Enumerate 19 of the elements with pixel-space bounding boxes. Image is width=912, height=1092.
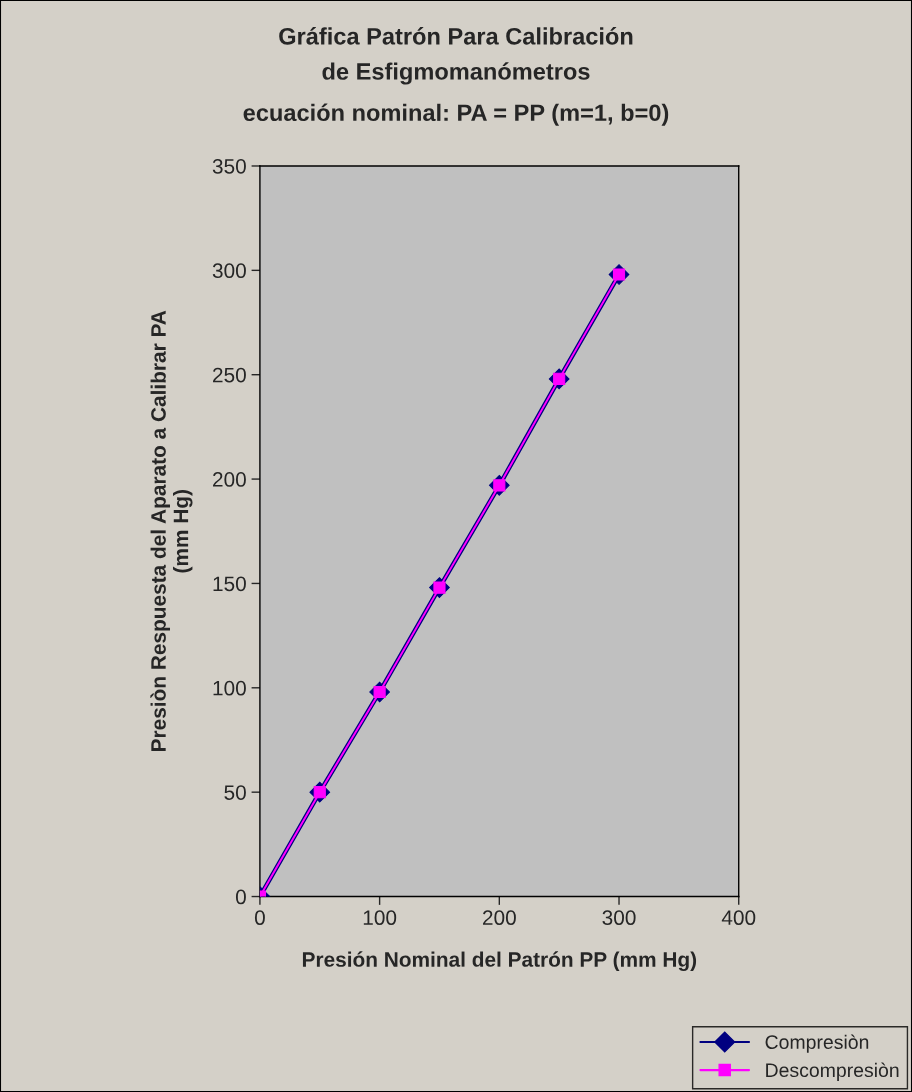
x-axis-title: Presión Nominal del Patrón PP (mm Hg) [302,951,697,972]
chart-subtitle: ecuación nominal: PA = PP (m=1, b=0) [243,103,669,126]
y-tick-label: 200 [213,472,246,487]
y-tick-label: 350 [212,158,246,174]
x-tick-label: 0 [254,910,265,926]
x-tick-label: 400 [721,910,756,926]
y-tick-label: 250 [213,367,246,383]
y-axis-title: Presiòn Respuesta del Aparato a Calibrar PA (mm Hg) [150,310,193,751]
y-tick-label: 100 [213,680,246,696]
x-tick-label: 200 [482,910,516,926]
y-tick-label: 50 [224,785,246,800]
y-tick-label: 300 [212,263,246,279]
y-tick-label: 150 [213,576,246,592]
legend-label: Descompresiòn [766,1062,899,1081]
chart-title: Gráfica Patrón Para Calibración de Esfigmomanómetros [279,27,633,85]
x-tick-label: 100 [363,910,397,926]
legend-label: Compresiòn [765,1034,869,1053]
y-tick-label: 0 [235,889,246,905]
x-tick-label: 300 [602,910,636,926]
